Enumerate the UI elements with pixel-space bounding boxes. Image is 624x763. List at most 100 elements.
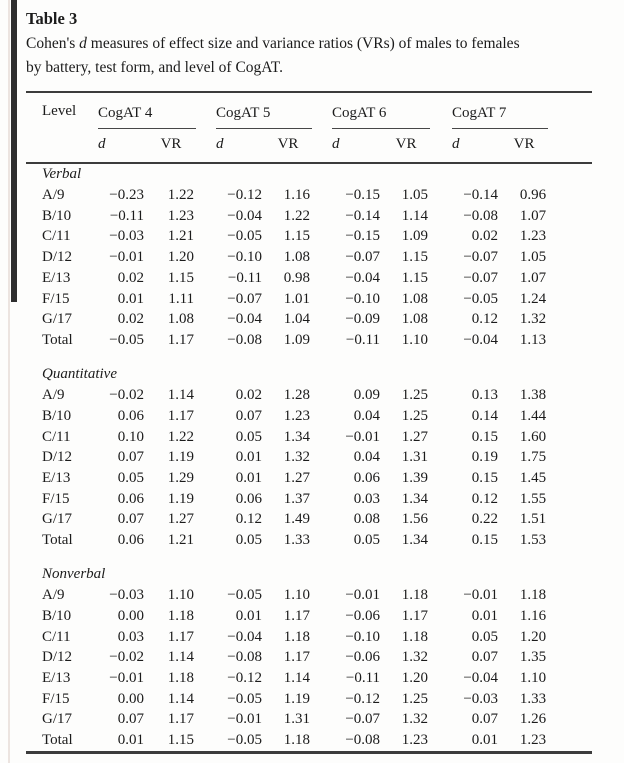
cell-d-value: −0.07 (227, 290, 263, 307)
cell-vr-value: 1.18 (401, 587, 429, 604)
row-gap-spacer (312, 509, 332, 530)
cell-level: C/11 (42, 228, 71, 245)
cell-vr-value: 1.17 (167, 407, 195, 424)
cell-d-value: −0.08 (227, 649, 263, 666)
table-row: G/17 0.02 1.08 −0.04 1.04 −0.09 1.08 0.12 1.32 (26, 309, 592, 330)
cell-vr-value: 1.56 (401, 511, 429, 528)
row-gap-spacer (312, 585, 332, 606)
cell-vr-value: 1.14 (401, 207, 429, 224)
row-gap-spacer (312, 385, 332, 406)
cell-d-value: 0.07 (471, 711, 499, 728)
table-title: Table 3 (26, 9, 78, 28)
cell-d-value: −0.10 (227, 249, 263, 266)
cell-d-value: 0.05 (117, 469, 144, 486)
cell-vr-value: 1.10 (401, 331, 429, 348)
row-gap-spacer (196, 268, 216, 289)
row-gap-spacer (430, 309, 452, 330)
cell-vr-value: 1.23 (167, 207, 195, 224)
cell-level: G/17 (42, 511, 72, 528)
cell-d-value: 0.01 (235, 607, 263, 624)
cell-d-value: −0.03 (109, 228, 144, 245)
cell-vr-value: 1.18 (167, 670, 195, 687)
cell-vr-value: 1.39 (401, 469, 429, 486)
row-gap-spacer (312, 406, 332, 427)
column-group-cogat4: CogAT 4 (98, 92, 197, 129)
cell-level: B/10 (42, 407, 72, 424)
cell-vr-value: 1.25 (401, 407, 429, 424)
cell-vr-value: 1.25 (401, 387, 429, 404)
cell-level: Total (42, 732, 73, 749)
cell-vr-value: 1.18 (519, 587, 547, 604)
cell-vr-value: 1.27 (167, 511, 195, 528)
row-gap-spacer (196, 647, 216, 668)
cell-d-value: −0.01 (109, 249, 144, 266)
row-gap-spacer (430, 689, 452, 710)
cell-d-value: −0.11 (345, 331, 381, 348)
cell-d-value: 0.07 (471, 649, 499, 666)
cell-d-value: −0.15 (345, 187, 381, 203)
section-label-row: Quantitative (26, 364, 592, 386)
cell-vr-value: 1.15 (401, 249, 429, 266)
cell-vr-value: 1.24 (519, 290, 547, 307)
cell-d-value: −0.05 (227, 587, 263, 604)
cell-vr-value: 1.26 (519, 711, 547, 728)
row-gap-spacer (196, 206, 216, 227)
table-row: Total 0.01 1.15 −0.05 1.18 −0.08 1.23 0.01 1.23 (26, 730, 592, 752)
cell-vr-value: 1.27 (401, 428, 429, 445)
row-tail-spacer (548, 468, 592, 489)
row-gap-spacer (430, 268, 452, 289)
cell-d-value: 0.01 (235, 469, 263, 486)
cell-d-value: −0.01 (109, 670, 144, 687)
row-tail-spacer (548, 185, 592, 206)
cell-vr-value: 1.44 (519, 407, 547, 424)
cell-d-value: 0.07 (117, 449, 144, 466)
row-gap-spacer (430, 406, 452, 427)
cell-vr-value: 1.20 (519, 628, 547, 645)
subheader-spacer (430, 128, 453, 164)
cell-level: E/13 (42, 670, 71, 687)
cell-d-value: 0.02 (471, 228, 499, 245)
cell-d-value: −0.07 (463, 269, 499, 286)
cell-level: A/9 (42, 187, 65, 203)
gap-cell (26, 351, 592, 364)
cell-d-value: −0.03 (109, 587, 144, 604)
row-gap-spacer (312, 668, 332, 689)
gap-cell (26, 551, 592, 564)
row-gap-spacer (196, 427, 216, 448)
column-header-level: Level (42, 103, 77, 119)
cell-vr-value: 1.55 (519, 490, 547, 507)
row-gap-spacer (430, 709, 452, 730)
row-gap-spacer (430, 385, 452, 406)
row-gap-spacer (312, 468, 332, 489)
cell-vr-value: 1.32 (401, 711, 429, 728)
cell-vr-value: 1.51 (519, 511, 547, 528)
column-header-vr: VR (382, 128, 431, 164)
cell-d-value: 0.14 (471, 407, 499, 424)
cell-d-value: 0.00 (117, 607, 144, 624)
row-gap-spacer (430, 427, 452, 448)
table-row: G/17 0.07 1.27 0.12 1.49 0.08 1.56 0.22 1.51 (26, 509, 592, 530)
cell-vr-value: 1.08 (167, 311, 195, 328)
table-row: E/13 0.02 1.15 −0.11 0.98 −0.04 1.15 −0.07 1.07 (26, 268, 592, 289)
row-tail-spacer (548, 330, 592, 351)
cell-vr-value: 1.28 (283, 387, 311, 404)
cell-vr-value: 1.14 (283, 670, 311, 687)
cell-d-value: −0.04 (227, 311, 263, 328)
row-gap-spacer (312, 289, 332, 310)
column-group-cogat5: CogAT 5 (216, 92, 313, 129)
cell-d-value: 0.04 (353, 449, 381, 466)
row-gap-spacer (430, 468, 452, 489)
row-gap-spacer (312, 427, 332, 448)
cell-d-value: 0.10 (117, 428, 144, 445)
cell-d-value: −0.02 (109, 649, 144, 666)
cell-vr-value: 1.15 (167, 269, 195, 286)
row-gap-spacer (196, 585, 216, 606)
cell-vr-value: 1.05 (519, 249, 547, 266)
cell-d-value: 0.01 (117, 732, 144, 749)
cell-vr-value: 1.10 (167, 587, 195, 604)
cell-vr-value: 1.33 (283, 532, 311, 549)
cell-d-value: 0.07 (117, 711, 144, 728)
subheader-spacer (312, 128, 333, 164)
cell-level: F/15 (42, 290, 70, 307)
section-gap-row (26, 351, 592, 364)
